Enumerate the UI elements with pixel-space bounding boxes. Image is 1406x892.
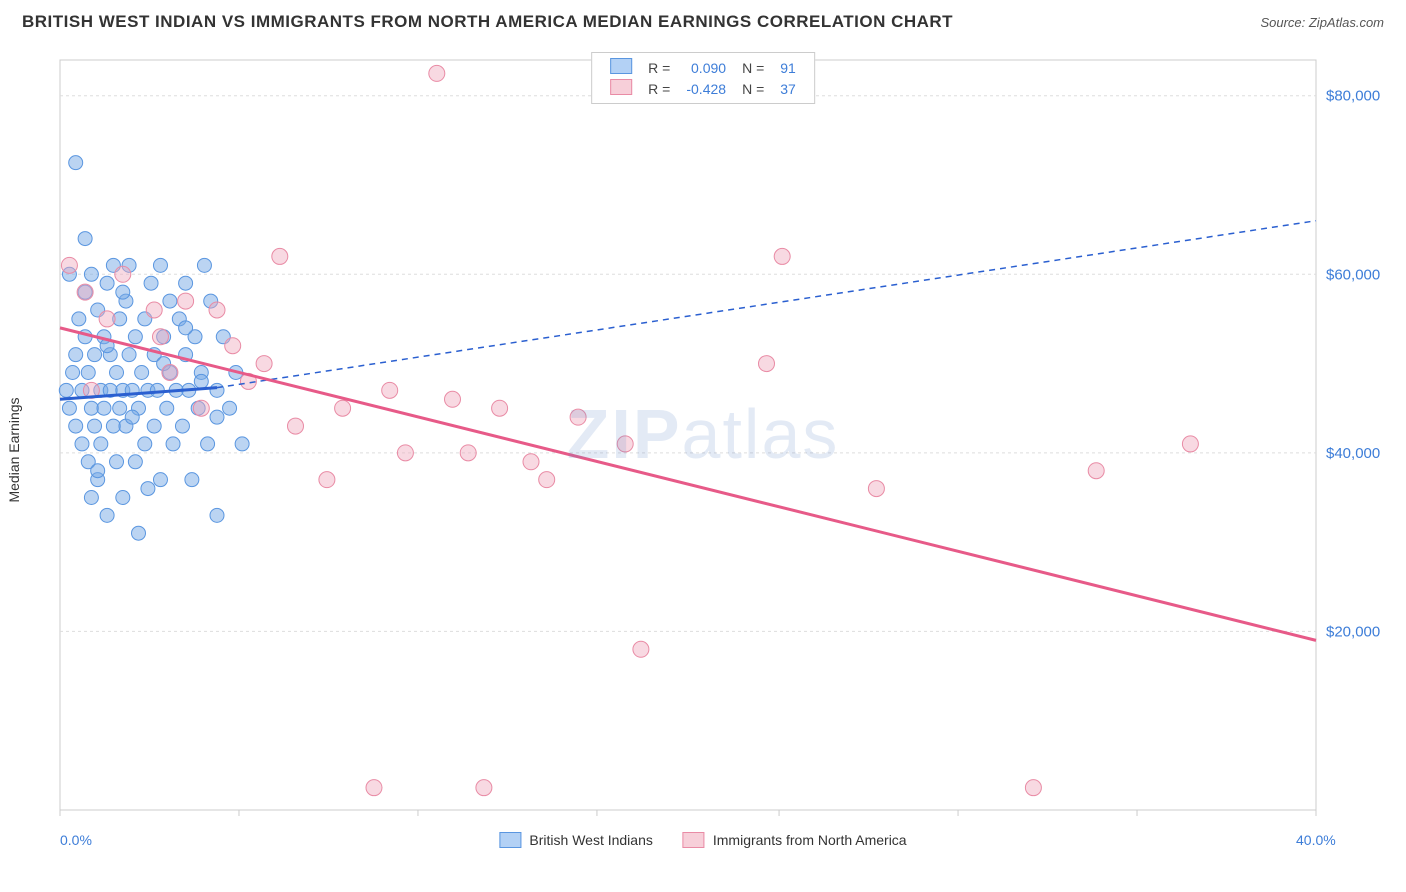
legend-stats: R =0.090N =91 R =-0.428N =37	[591, 52, 815, 104]
legend-label: British West Indians	[529, 832, 652, 848]
source-label: Source: ZipAtlas.com	[1260, 15, 1384, 30]
legend-label: Immigrants from North America	[713, 832, 907, 848]
legend-swatch	[610, 79, 632, 95]
chart-container: Median Earnings $20,000$40,000$60,000$80…	[20, 50, 1386, 850]
legend-swatch	[610, 58, 632, 74]
n-value: 37	[772, 78, 804, 99]
r-label: R =	[640, 57, 678, 78]
svg-text:$80,000: $80,000	[1326, 88, 1380, 105]
scatter-chart: $20,000 $40,000 $60,000 $80,000	[20, 50, 1386, 850]
svg-text:$40,000: $40,000	[1326, 445, 1380, 462]
svg-text:$20,000: $20,000	[1326, 623, 1380, 640]
n-value: 91	[772, 57, 804, 78]
r-value: -0.428	[678, 78, 734, 99]
y-axis-label: Median Earnings	[6, 397, 22, 502]
r-label: R =	[640, 78, 678, 99]
legend-series: British West Indians Immigrants from Nort…	[499, 832, 906, 848]
legend-swatch	[499, 832, 521, 848]
n-label: N =	[734, 78, 772, 99]
r-value: 0.090	[678, 57, 734, 78]
n-label: N =	[734, 57, 772, 78]
svg-text:$60,000: $60,000	[1326, 266, 1380, 283]
legend-item: Immigrants from North America	[683, 832, 907, 848]
legend-swatch	[683, 832, 705, 848]
legend-item: British West Indians	[499, 832, 652, 848]
chart-title: BRITISH WEST INDIAN VS IMMIGRANTS FROM N…	[22, 12, 953, 32]
x-axis-min-label: 0.0%	[60, 832, 92, 848]
x-axis-max-label: 40.0%	[1296, 832, 1336, 848]
